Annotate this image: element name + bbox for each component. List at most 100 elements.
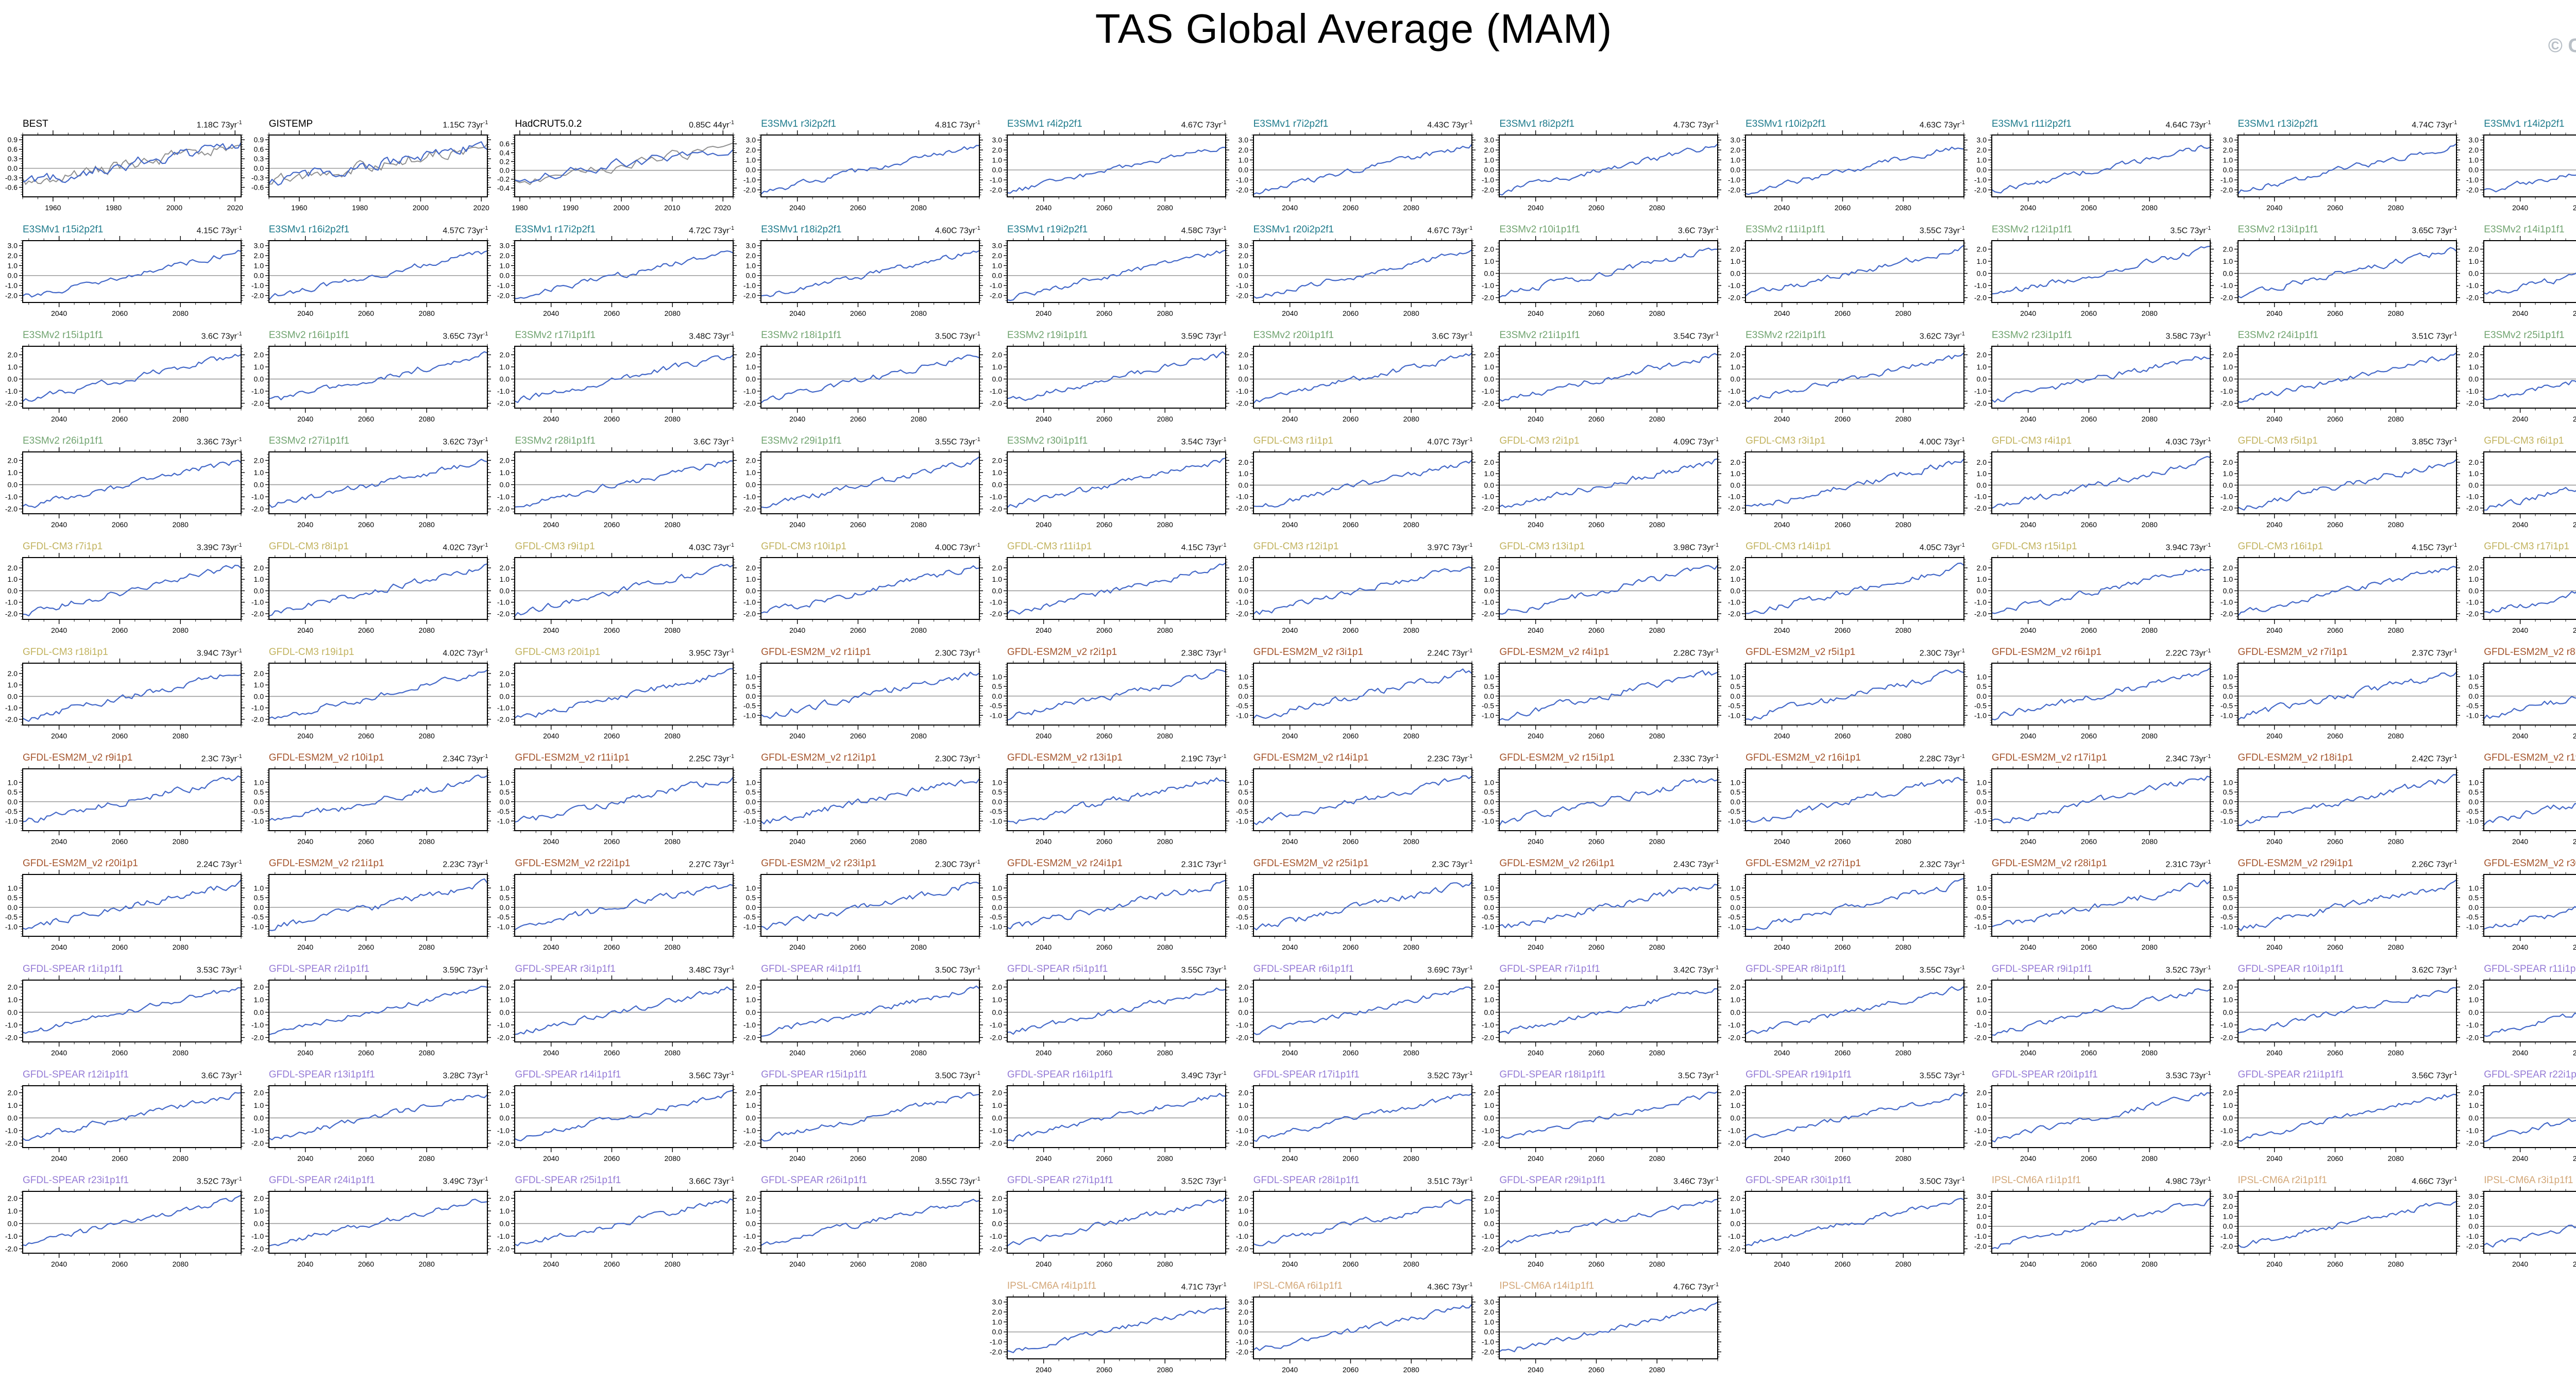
panel-trend-value: 3.58C 73yr-1 — [2165, 330, 2211, 341]
panel-title: GFDL-ESM2M_v2 r24i1p1 — [1007, 858, 1123, 869]
panel-title: GFDL-CM3 r15i1p1 — [1991, 541, 2077, 552]
y-tick-label: 1.0 — [1731, 884, 1741, 892]
y-tick-label: 1.0 — [1238, 156, 1248, 164]
x-tick-label: 2060 — [604, 732, 620, 740]
y-tick-label: 0.0 — [8, 798, 18, 806]
panel-title: E3SMv1 r3i2p2f1 — [761, 119, 836, 129]
anomaly-line — [760, 1199, 980, 1246]
x-tick-label: 2040 — [1528, 732, 1544, 740]
panel-e3smv1-r13i2p2f1: E3SMv1 r13i2p2f1 4.74C 73yr-1 2040 2060 2080… — [2215, 116, 2462, 222]
x-tick-label: 2080 — [418, 626, 434, 634]
panel-e3smv2-r12i1p1f1: E3SMv2 r12i1p1f1 3.5C 73yr-1 2040 2060 2080 2… — [1969, 222, 2215, 328]
y-tick-label: 1.0 — [8, 884, 18, 892]
y-tick-label: -1.0 — [1482, 493, 1494, 501]
anomaly-line — [2483, 174, 2576, 193]
panel-title: GFDL-ESM2M_v2 r7i1p1 — [2238, 647, 2348, 658]
y-tick-label: 0.5 — [8, 788, 18, 796]
anomaly-line — [2238, 459, 2457, 511]
y-tick-label: 3.0 — [1484, 1298, 1495, 1306]
y-tick-label: 1.0 — [1238, 261, 1248, 270]
x-tick-label: 2040 — [1282, 837, 1298, 846]
x-tick-label: 2080 — [911, 837, 927, 846]
panel-trend-value: 2.31C 73yr-1 — [2165, 858, 2211, 869]
x-tick-label: 2060 — [2081, 415, 2097, 423]
y-tick-label: 0.0 — [1731, 1114, 1741, 1122]
x-tick-label: 2080 — [173, 309, 189, 317]
x-tick-label: 2080 — [2141, 732, 2157, 740]
axis-box — [514, 980, 734, 1042]
panel-title: GFDL-ESM2M_v2 r1i1p1 — [761, 647, 871, 658]
x-tick-label: 2060 — [2327, 520, 2343, 529]
x-tick-label: 2080 — [911, 1049, 927, 1057]
x-tick-label: 2060 — [604, 837, 620, 846]
anomaly-line — [2484, 1118, 2576, 1142]
y-tick-label: -2.0 — [990, 399, 1002, 408]
x-tick-label: 2060 — [1835, 415, 1851, 423]
y-tick-label: -1.0 — [1482, 922, 1494, 931]
panel-title: E3SMv1 r4i2p2f1 — [1007, 119, 1082, 129]
anomaly-line — [1745, 244, 1964, 297]
x-tick-label: 2060 — [1835, 943, 1851, 951]
panel-e3smv2-r19i1p1f1: E3SMv2 r19i1p1f1 3.59C 73yr-1 2040 2060 2080… — [985, 328, 1231, 433]
y-tick-label: 3.0 — [746, 136, 756, 144]
x-tick-label: 2080 — [2387, 1154, 2403, 1163]
anomaly-line — [2483, 906, 2576, 930]
y-tick-label: 2.0 — [253, 456, 264, 464]
y-tick-label: 0.5 — [253, 788, 264, 796]
panel-gfdl-spear-r3i1p1f1: GFDL-SPEAR r3i1p1f1 3.48C 73yr-1 2040 2060 2… — [492, 962, 738, 1067]
axis-box — [1252, 980, 1472, 1042]
y-tick-label: 2.0 — [992, 146, 1002, 154]
panel-gfdl-cm3-r11i1p1: GFDL-CM3 r11i1p1 4.15C 73yr-1 2040 2060 2080… — [985, 539, 1231, 645]
x-tick-label: 2080 — [1649, 204, 1665, 212]
panel-title: E3SMv1 r13i2p2f1 — [2238, 119, 2318, 129]
y-tick-label: -1.0 — [5, 281, 18, 290]
panel-title: GFDL-ESM2M_v2 r16i1p1 — [1745, 752, 1861, 763]
panel-title: GFDL-ESM2M_v2 r25i1p1 — [1253, 858, 1369, 869]
y-tick-label: 0.0 — [992, 272, 1002, 280]
panel-gfdl-cm3-r13i1p1: GFDL-CM3 r13i1p1 3.98C 73yr-1 2040 2060 2080… — [1477, 539, 1723, 645]
x-tick-label: 2040 — [1528, 1154, 1544, 1163]
x-tick-label: 2080 — [1403, 1260, 1419, 1268]
y-tick-label: 2.0 — [253, 251, 264, 260]
y-tick-label: 0.0 — [746, 166, 756, 174]
y-tick-label: 1.0 — [8, 1207, 18, 1215]
panel-gfdl-spear-r6i1p1f1: GFDL-SPEAR r6i1p1f1 3.69C 73yr-1 2040 2060 2… — [1231, 962, 1477, 1067]
x-tick-label: 2040 — [2512, 1260, 2528, 1268]
y-tick-label: -2.0 — [1728, 399, 1740, 408]
y-tick-label: 0.0 — [1238, 1008, 1248, 1016]
y-tick-label: 0.0 — [253, 692, 264, 700]
y-tick-label: 0.0 — [992, 1219, 1002, 1227]
x-tick-label: 2060 — [112, 520, 128, 529]
axis-box — [514, 1191, 734, 1254]
anomaly-line — [2238, 247, 2457, 298]
y-tick-label: 0.0 — [2469, 1222, 2479, 1231]
x-tick-label: 2060 — [2081, 837, 2097, 846]
panel-e3smv1-r4i2p2f1: E3SMv1 r4i2p2f1 4.67C 73yr-1 2040 2060 2080 3… — [985, 116, 1231, 222]
y-tick-label: -1.0 — [497, 387, 510, 395]
x-tick-label: 2080 — [1895, 1049, 1911, 1057]
x-tick-label: 2080 — [173, 943, 189, 951]
x-tick-label: 2060 — [1096, 520, 1112, 529]
panel-trend-value: 4.43C 73yr-1 — [1427, 119, 1473, 129]
y-tick-label: -2.0 — [1728, 186, 1740, 194]
x-tick-label: 2080 — [1157, 732, 1173, 740]
y-tick-label: -2.0 — [497, 291, 510, 299]
panel-gfdl-esm2m-v2-r1i1p1: GFDL-ESM2M_v2 r1i1p1 2.30C 73yr-1 2040 2060… — [738, 645, 985, 750]
panel-trend-value: 3.54C 73yr-1 — [1673, 330, 1719, 341]
panel-trend-value: 3.54C 73yr-1 — [1181, 436, 1227, 446]
panel-gfdl-esm2m-v2-r3i1p1: GFDL-ESM2M_v2 r3i1p1 2.24C 73yr-1 2040 2060… — [1231, 645, 1477, 750]
x-tick-label: 2080 — [911, 732, 927, 740]
y-tick-label: -1.0 — [2466, 598, 2479, 607]
x-tick-label: 2060 — [112, 732, 128, 740]
axis-box — [1991, 240, 2211, 303]
panel-gfdl-cm3-r12i1p1: GFDL-CM3 r12i1p1 3.97C 73yr-1 2040 2060 2080… — [1231, 539, 1477, 645]
x-tick-label: 2080 — [418, 309, 434, 317]
x-tick-label: 2060 — [358, 732, 374, 740]
y-tick-label: 0.0 — [992, 586, 1002, 595]
y-tick-label: 1.0 — [500, 363, 510, 371]
